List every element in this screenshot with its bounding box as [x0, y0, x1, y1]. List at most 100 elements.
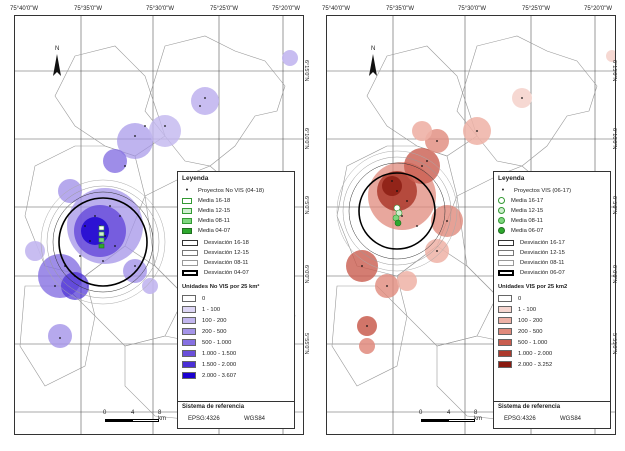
lat-tick: 6°15'0"N	[303, 60, 309, 82]
density-title: Unidades VIS por 25 km2	[498, 284, 568, 290]
scale-bar: 0 4 8 km	[419, 410, 482, 430]
scale-segment	[448, 419, 475, 422]
lat-tick: 5°55'0"N	[611, 333, 617, 355]
density-class-row: 1.000 - 2.000	[498, 349, 552, 358]
lon-tick: 75°35'0"W	[386, 6, 415, 12]
legend-row-deviation: Desviación 08-11	[498, 258, 564, 267]
deviation-symbol-icon	[182, 259, 198, 266]
reference-epsg: EPSG:4326	[504, 416, 536, 422]
legend-label: Media 04-07	[198, 227, 231, 234]
scale-bar: 0 4 8 km	[103, 410, 166, 430]
point-symbol-icon: •	[501, 186, 505, 194]
legend-label: Media 16-17	[511, 197, 544, 204]
density-swatch	[182, 372, 196, 379]
map-area: N Leyenda • Proyectos No VIS (04-18) Med…	[14, 15, 304, 435]
density-class-row: 500 - 1.000	[498, 338, 547, 347]
legend-row-media: Media 08-11	[498, 216, 543, 225]
mean-center-icon	[498, 207, 505, 214]
density-swatch	[498, 328, 512, 335]
density-class-row: 200 - 500	[182, 327, 227, 336]
lon-tick: 75°30'0"W	[146, 6, 175, 12]
density-swatch	[182, 350, 196, 357]
mean-center-icon	[182, 217, 192, 224]
density-class-label: 1 - 100	[202, 306, 221, 313]
density-class-label: 1 - 100	[518, 306, 537, 313]
legend: Leyenda • Proyectos No VIS (04-18) Media…	[177, 171, 295, 425]
lat-tick: 6°10'0"N	[611, 128, 617, 150]
reference-system: Sistema de referencia EPSG:4326 WGS84	[493, 401, 611, 429]
deviation-symbol-icon	[498, 259, 514, 266]
legend-row-deviation: Desviación 16-18	[182, 238, 249, 247]
legend-label: Media 08-11	[511, 217, 543, 224]
legend-row-media: Media 12-15	[182, 206, 230, 215]
density-swatch	[182, 361, 196, 368]
density-class-row: 1 - 100	[182, 305, 220, 314]
mean-center-icon	[182, 197, 192, 204]
density-swatch	[498, 361, 512, 368]
legend-row-points: • Proyectos No VIS (04-18)	[182, 186, 264, 195]
density-class-label: 500 - 1.000	[202, 339, 232, 346]
legend-label: Desviación 08-11	[520, 259, 565, 266]
mean-center-icon	[182, 207, 192, 214]
scale-segment	[132, 419, 159, 422]
deviation-ellipses	[40, 179, 166, 305]
reference-datum: WGS84	[560, 416, 582, 422]
legend-title: Leyenda	[498, 175, 525, 182]
lon-tick: 75°25'0"W	[210, 6, 239, 12]
legend-label: Proyectos No VIS (04-18)	[198, 187, 265, 194]
deviation-symbol-icon	[182, 269, 198, 276]
density-class-label: 500 - 1.000	[518, 339, 548, 346]
deviation-symbol-icon	[182, 239, 198, 246]
legend-row-media: Media 16-17	[498, 196, 543, 205]
legend-row-points: • Proyectos VIS (06-17)	[498, 186, 571, 195]
density-class-label: 0	[202, 295, 206, 302]
north-label: N	[55, 46, 60, 52]
scale-mid: 4	[447, 410, 451, 416]
lon-tick: 75°35'0"W	[74, 6, 103, 12]
legend-row-deviation: Desviación 04-07	[182, 268, 249, 277]
density-class-row: 100 - 200	[498, 316, 543, 325]
deviation-symbol-icon	[182, 249, 198, 256]
reference-title: Sistema de referencia	[498, 404, 561, 410]
lat-tick: 6°5'0"N	[303, 196, 309, 215]
map-panel-no-vis: 75°40'0"W 75°35'0"W 75°30'0"W 75°25'0"W …	[0, 0, 309, 451]
scale-segment	[421, 419, 448, 422]
legend-row-media: Media 12-15	[498, 206, 543, 215]
north-label: N	[371, 46, 376, 52]
density-swatch	[498, 295, 512, 302]
scale-zero: 0	[103, 410, 107, 416]
reference-title: Sistema de referencia	[182, 404, 245, 410]
reference-epsg: EPSG:4326	[188, 416, 220, 422]
density-class-row: 500 - 1.000	[182, 338, 231, 347]
lat-tick: 6°0'0"N	[611, 265, 617, 284]
lat-tick: 6°10'0"N	[303, 128, 309, 150]
legend-row-deviation: Desviación 08-11	[182, 258, 248, 267]
legend-row-media: Media 06-07	[498, 226, 543, 235]
mean-centers	[98, 225, 105, 249]
lon-tick: 75°30'0"W	[458, 6, 487, 12]
deviation-symbol-icon	[498, 249, 514, 256]
mean-center-icon	[498, 197, 505, 204]
density-swatch	[182, 295, 196, 302]
lat-tick: 6°5'0"N	[611, 196, 617, 215]
legend-label: Desviación 08-11	[204, 259, 249, 266]
density-class-label: 2.000 - 3.607	[202, 372, 237, 379]
north-arrow-icon	[369, 54, 377, 76]
density-swatch	[498, 339, 512, 346]
density-class-label: 1.500 - 2.000	[202, 361, 237, 368]
legend-label: Proyectos VIS (06-17)	[514, 187, 572, 194]
density-swatch	[498, 306, 512, 313]
scale-zero: 0	[419, 410, 423, 416]
legend-label: Desviación 16-18	[204, 239, 249, 246]
density-class-row: 100 - 200	[182, 316, 227, 325]
deviation-ellipses	[336, 150, 458, 272]
density-class-row: 1.500 - 2.000	[182, 360, 236, 369]
mean-center-icon	[182, 227, 192, 234]
scale-mid: 4	[131, 410, 135, 416]
north-arrow-icon	[53, 54, 61, 76]
legend-label: Media 16-18	[198, 197, 231, 204]
map-area: N Leyenda • Proyectos VIS (06-17) Media …	[326, 15, 616, 435]
lat-tick: 5°55'0"N	[303, 333, 309, 355]
density-class-row: 1.000 - 1.500	[182, 349, 236, 358]
legend-label: Media 12-15	[511, 207, 544, 214]
